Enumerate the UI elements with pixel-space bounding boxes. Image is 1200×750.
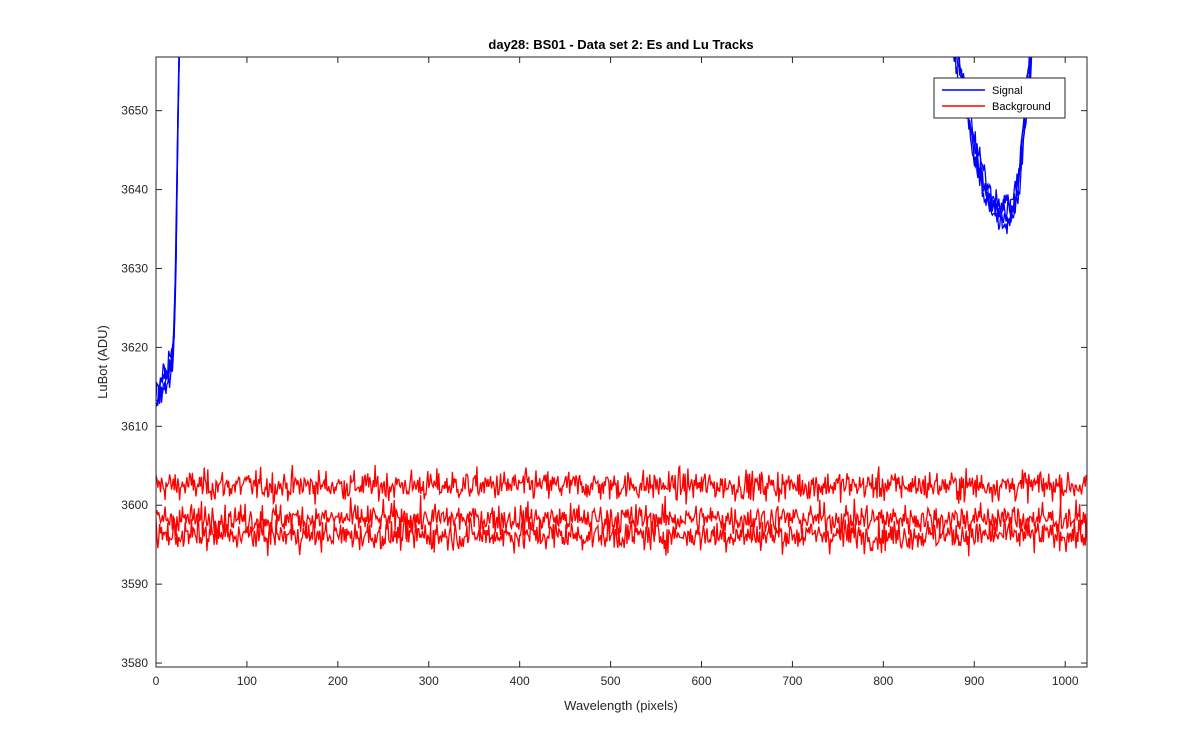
- y-tick-label: 3650: [121, 104, 148, 118]
- background-track-3: [156, 511, 1087, 557]
- x-tick-label: 600: [691, 674, 711, 688]
- y-axis-title: LuBot (ADU): [95, 325, 110, 399]
- y-tick-label: 3600: [121, 498, 148, 512]
- x-tick-label: 200: [328, 674, 348, 688]
- y-tick-label: 3580: [121, 656, 148, 670]
- y-tick-label: 3610: [121, 419, 148, 433]
- x-tick-label: 700: [782, 674, 802, 688]
- x-tick-label: 0: [153, 674, 160, 688]
- x-tick-label: 500: [601, 674, 621, 688]
- x-tick-label: 100: [237, 674, 257, 688]
- x-tick-label: 300: [419, 674, 439, 688]
- ticks-layer: 0 100 200 300 400 500 600 700 800 900 1000 3580 3590…: [121, 57, 1087, 688]
- plot-area: [156, 57, 1087, 667]
- signal-track-2-4: [957, 57, 1031, 214]
- x-tick-label: 900: [964, 674, 984, 688]
- x-axis-title: Wavelength (pixels): [564, 698, 678, 713]
- signal-track-1-4: [156, 57, 180, 399]
- y-tick-label: 3640: [121, 183, 148, 197]
- legend-signal-label: Signal: [992, 85, 1023, 97]
- legend-background-label: Background: [992, 101, 1051, 113]
- y-tick-label: 3620: [121, 340, 148, 354]
- y-tick-label: 3630: [121, 261, 148, 275]
- legend-box: [933, 77, 1066, 119]
- y-tick-label: 3590: [121, 577, 148, 591]
- x-tick-label: 400: [510, 674, 530, 688]
- legend: Signal Background: [933, 77, 1066, 119]
- chart-title: day28: BS01 - Data set 2: Es and Lu Trac…: [488, 37, 753, 52]
- x-tick-label: 800: [873, 674, 893, 688]
- background-track-2: [156, 495, 1087, 542]
- series-layer: [156, 57, 1087, 557]
- plot-frame: [155, 56, 1088, 668]
- x-tick-label: 1000: [1052, 674, 1079, 688]
- background-track-1: [156, 464, 1087, 510]
